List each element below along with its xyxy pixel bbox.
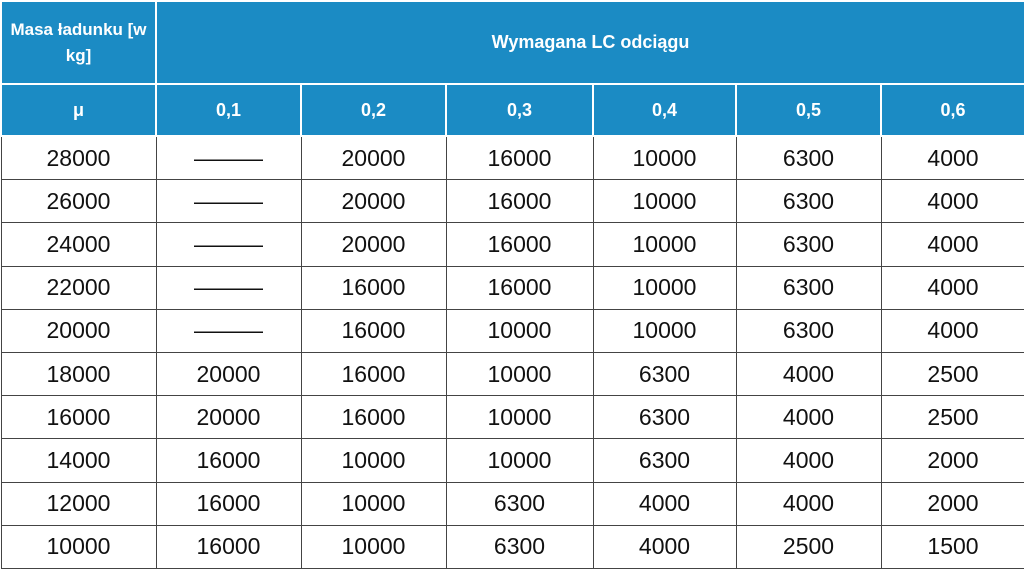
table-cell: 16000 xyxy=(155,438,302,483)
table-cell: ——— xyxy=(155,308,302,353)
column-header: 0,1 xyxy=(155,83,302,137)
row-header-cell: 26000 xyxy=(0,179,157,224)
table-cell: 4000 xyxy=(880,265,1024,310)
table-row: 22000 ——— 16000 16000 10000 6300 4000 xyxy=(0,265,1024,310)
row-header-cell: 12000 xyxy=(0,481,157,526)
column-header: 0,6 xyxy=(879,83,1024,137)
table-cell: 4000 xyxy=(880,308,1024,353)
row-header-cell: 24000 xyxy=(0,222,157,267)
table-cell: 4000 xyxy=(735,481,882,526)
table-cell: 16000 xyxy=(155,481,302,526)
table-cell: 4000 xyxy=(735,351,882,397)
table-cell: 10000 xyxy=(592,135,737,181)
table-row: 12000 16000 10000 6300 4000 4000 2000 xyxy=(0,481,1024,526)
table-cell: 16000 xyxy=(445,265,594,310)
row-header-cell: 22000 xyxy=(0,265,157,310)
table-cell: 20000 xyxy=(300,179,447,224)
table-cell: 4000 xyxy=(735,395,882,440)
table-cell: 2500 xyxy=(880,395,1024,440)
table-cell: 2500 xyxy=(880,351,1024,397)
table-cell: 6300 xyxy=(735,308,882,353)
table-cell: ——— xyxy=(155,222,302,267)
row-header-cell: 28000 xyxy=(0,135,157,181)
table-cell: 20000 xyxy=(300,135,447,181)
table-cell: 16000 xyxy=(300,351,447,397)
table-row: 18000 20000 16000 10000 6300 4000 2500 xyxy=(0,351,1024,397)
table-row: 10000 16000 10000 6300 4000 2500 1500 xyxy=(0,524,1024,569)
table-cell: 6300 xyxy=(735,179,882,224)
row-header-cell: 18000 xyxy=(0,351,157,397)
table-cell: 6300 xyxy=(592,351,737,397)
table-body: 28000 ——— 20000 16000 10000 6300 4000 26000 ——— 2… xyxy=(0,135,1024,569)
row-header-cell: 20000 xyxy=(0,308,157,353)
table-row: 14000 16000 10000 10000 6300 4000 2000 xyxy=(0,438,1024,483)
table-cell: 6300 xyxy=(735,265,882,310)
row-header-cell: 10000 xyxy=(0,524,157,569)
table-row: 16000 20000 16000 10000 6300 4000 2500 xyxy=(0,395,1024,440)
table-cell: 16000 xyxy=(300,265,447,310)
table-cell: 16000 xyxy=(445,135,594,181)
table-cell: 4000 xyxy=(880,179,1024,224)
table-cell: 10000 xyxy=(445,308,594,353)
table-cell: 10000 xyxy=(300,524,447,569)
corner-header: Masa ładunku [w kg] xyxy=(0,0,157,85)
table-cell: 10000 xyxy=(592,179,737,224)
table-cell: 6300 xyxy=(735,222,882,267)
table-cell: 6300 xyxy=(445,481,594,526)
table-cell: 10000 xyxy=(300,481,447,526)
table-cell: 10000 xyxy=(445,395,594,440)
table-cell: 6300 xyxy=(735,135,882,181)
column-header: 0,2 xyxy=(300,83,447,137)
table-row: 28000 ——— 20000 16000 10000 6300 4000 xyxy=(0,135,1024,181)
mu-label: μ xyxy=(0,83,157,137)
table-cell: 4000 xyxy=(735,438,882,483)
table-cell: 16000 xyxy=(445,179,594,224)
table-row: 24000 ——— 20000 16000 10000 6300 4000 xyxy=(0,222,1024,267)
table-cell: 10000 xyxy=(445,351,594,397)
table-cell: 20000 xyxy=(155,395,302,440)
row-header-cell: 16000 xyxy=(0,395,157,440)
table-cell: 16000 xyxy=(155,524,302,569)
table-cell: 10000 xyxy=(300,438,447,483)
table-cell: 16000 xyxy=(300,395,447,440)
table-cell: 6300 xyxy=(592,438,737,483)
table-cell: 4000 xyxy=(592,524,737,569)
header-row: Masa ładunku [w kg] Wymagana LC odciągu xyxy=(0,0,1024,85)
table-cell: 10000 xyxy=(592,265,737,310)
table-cell: 4000 xyxy=(880,135,1024,181)
table-row: 26000 ——— 20000 16000 10000 6300 4000 xyxy=(0,179,1024,224)
table-cell: 20000 xyxy=(155,351,302,397)
column-header-row: μ 0,1 0,2 0,3 0,4 0,5 0,6 xyxy=(0,83,1024,137)
table-cell: ——— xyxy=(155,265,302,310)
table-cell: 2000 xyxy=(880,481,1024,526)
table-cell: 4000 xyxy=(592,481,737,526)
table-cell: ——— xyxy=(155,179,302,224)
table-cell: 10000 xyxy=(592,308,737,353)
table-cell: 6300 xyxy=(592,395,737,440)
row-header-cell: 14000 xyxy=(0,438,157,483)
group-header: Wymagana LC odciągu xyxy=(154,0,1024,85)
table-cell: ——— xyxy=(155,135,302,181)
column-header: 0,3 xyxy=(445,83,594,137)
table-cell: 10000 xyxy=(445,438,594,483)
table-cell: 20000 xyxy=(300,222,447,267)
table-cell: 16000 xyxy=(300,308,447,353)
table-cell: 6300 xyxy=(445,524,594,569)
table-cell: 16000 xyxy=(445,222,594,267)
column-header: 0,5 xyxy=(735,83,882,137)
table-row: 20000 ——— 16000 10000 10000 6300 4000 xyxy=(0,308,1024,353)
table-cell: 4000 xyxy=(880,222,1024,267)
table-cell: 2000 xyxy=(880,438,1024,483)
column-header: 0,4 xyxy=(592,83,737,137)
table-cell: 10000 xyxy=(592,222,737,267)
table-cell: 2500 xyxy=(735,524,882,569)
table-cell: 1500 xyxy=(880,524,1024,569)
